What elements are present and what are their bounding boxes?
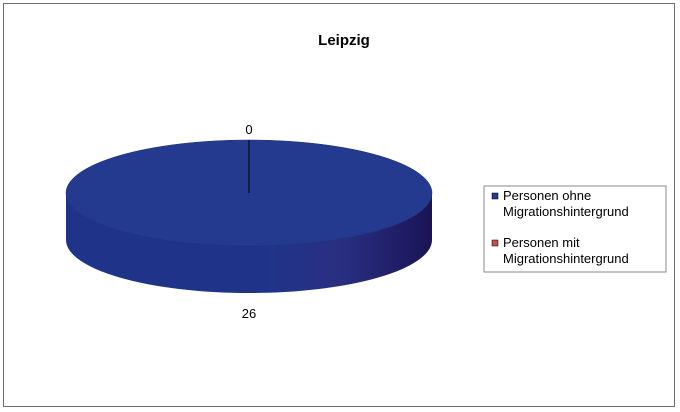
data-label-1: 0 [245, 122, 252, 137]
data-label-0: 26 [242, 306, 256, 321]
legend-entry-0-line1: Personen ohne [503, 188, 591, 203]
legend-marker-1 [491, 239, 499, 247]
legend-box [483, 185, 667, 273]
pie-slice-side-0 [66, 193, 432, 293]
chart-title: Leipzig [318, 32, 370, 49]
legend-entry-0-line2: Migrationshintergrund [503, 204, 629, 219]
legend-entry-1-line2: Migrationshintergrund [503, 251, 629, 266]
legend-entry-1-line1: Personen mit [503, 235, 580, 250]
legend-marker-0 [491, 192, 499, 200]
